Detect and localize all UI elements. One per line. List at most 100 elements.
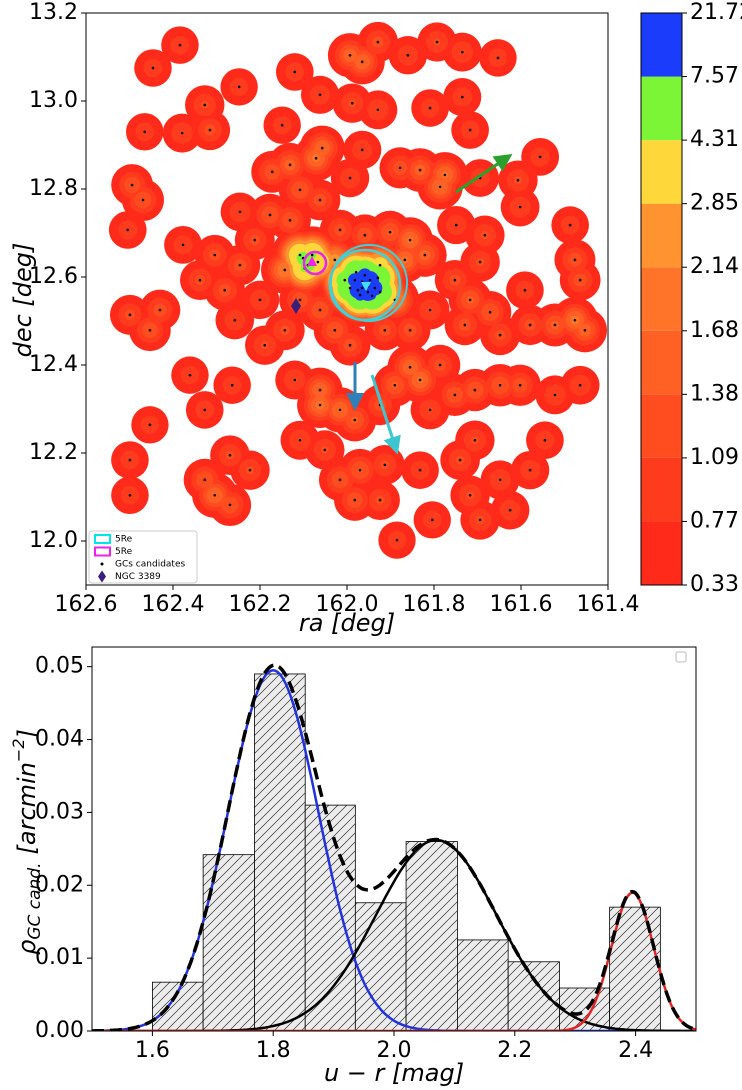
gc-candidate	[378, 290, 382, 294]
y-tick-label: 13.2	[29, 0, 78, 25]
legend-label: 5Re	[115, 535, 133, 545]
gc-candidate	[128, 458, 132, 462]
gc-candidate	[338, 228, 342, 232]
gc-candidate	[553, 393, 557, 397]
gc-candidate	[356, 288, 360, 292]
gc-candidate	[338, 478, 342, 482]
gc-candidate	[430, 518, 434, 522]
fit-curve	[92, 669, 696, 1031]
gc-candidate	[478, 518, 482, 522]
gc-candidate	[376, 40, 380, 44]
gc-candidate	[298, 188, 302, 192]
x-tick-label: 162.0	[316, 592, 379, 617]
gc-candidate	[270, 170, 274, 174]
gc-candidate	[348, 286, 352, 290]
hist-bar	[559, 987, 611, 1032]
gc-candidate	[393, 383, 397, 387]
y-tick-label: 0.04	[35, 727, 84, 752]
gc-candidate	[428, 408, 432, 412]
gc-candidate	[423, 253, 427, 257]
gc-candidate	[323, 448, 327, 452]
gc-candidate	[578, 383, 582, 387]
colorbar-label: 0.77	[690, 508, 739, 533]
gc-candidate	[528, 468, 532, 472]
y-tick-label: 12.4	[29, 352, 78, 377]
y-tick-label: 0.01	[35, 945, 84, 970]
gc-candidate	[348, 343, 352, 347]
legend-swatch	[100, 562, 104, 566]
companion-5re-circle	[302, 250, 328, 276]
gc-candidate	[151, 66, 155, 70]
gc-candidate	[473, 438, 477, 442]
gc-candidate	[158, 308, 162, 312]
x-tick-label: 162.2	[229, 592, 292, 617]
gc-candidate	[376, 108, 380, 112]
y-label-part: −2	[9, 738, 28, 762]
gc-candidate	[438, 363, 442, 367]
galaxy-marker	[361, 282, 371, 291]
gc-candidate	[408, 328, 412, 332]
gc-candidate	[428, 106, 432, 110]
gc-candidate	[348, 176, 352, 180]
gc-candidate	[378, 498, 382, 502]
gc-candidate	[148, 328, 152, 332]
x-tick-label: 161.6	[490, 592, 553, 617]
gc-candidate	[460, 95, 464, 99]
colorbar-frame	[640, 12, 683, 586]
gc-candidate	[130, 183, 134, 187]
x-tick-label: 162.6	[55, 592, 118, 617]
x-tick-label: 161.4	[577, 592, 640, 617]
gc-candidate	[398, 166, 402, 170]
gc-candidate	[468, 128, 472, 132]
gc-candidate	[523, 288, 527, 292]
y-label-part: ρ	[13, 940, 41, 955]
contours	[108, 21, 608, 559]
gc-candidate	[496, 56, 500, 60]
gc-candidate	[248, 468, 252, 472]
gc-candidate	[318, 388, 322, 392]
gc-candidate	[314, 156, 318, 160]
legend: 5Re 5Re GCs candidates NGC 3389	[88, 530, 198, 584]
gc-candidate	[353, 278, 357, 282]
gc-candidate	[498, 478, 502, 482]
x-tick-label: 2.0	[377, 1038, 412, 1063]
x-tick-label: 1.6	[135, 1038, 170, 1063]
legend-label: 5Re	[115, 547, 133, 557]
gc-candidate	[373, 286, 377, 290]
gc-candidate	[318, 308, 322, 312]
gc-candidate	[238, 210, 242, 214]
gc-candidate	[320, 146, 324, 150]
gc-candidate	[366, 290, 370, 294]
legend-label: NGC 3389	[115, 572, 161, 582]
gc-candidate	[353, 498, 357, 502]
gc-candidate	[518, 383, 522, 387]
gc-candidate	[213, 253, 217, 257]
gc-candidate	[383, 463, 387, 467]
gc-candidate	[293, 378, 297, 382]
legend-swatch	[94, 546, 111, 557]
empty-legend	[675, 651, 687, 663]
colorbar-band	[641, 76, 682, 141]
gc-candidate	[498, 383, 502, 387]
gc-candidate	[516, 178, 520, 182]
gc-candidate	[453, 278, 457, 282]
gc-candidate	[370, 294, 374, 298]
colorbar-band	[641, 457, 682, 522]
gc-candidate	[418, 378, 422, 382]
gc-candidate	[343, 278, 347, 282]
gc-candidate	[353, 418, 357, 422]
gc-candidate	[203, 103, 207, 107]
gc-candidate	[181, 243, 185, 247]
colorbar-band	[641, 394, 682, 458]
gc-candidate	[316, 260, 320, 264]
hist-bar	[202, 854, 255, 1032]
gc-candidate	[188, 373, 192, 377]
colorbar-label: 1.09	[690, 445, 739, 470]
gc-candidate	[338, 408, 342, 412]
gc-candidate	[378, 263, 382, 267]
colorbar-label: 1.38	[690, 381, 739, 406]
gc-candidate	[333, 258, 337, 262]
legend-box	[88, 530, 198, 584]
hist-bar	[609, 906, 661, 1032]
